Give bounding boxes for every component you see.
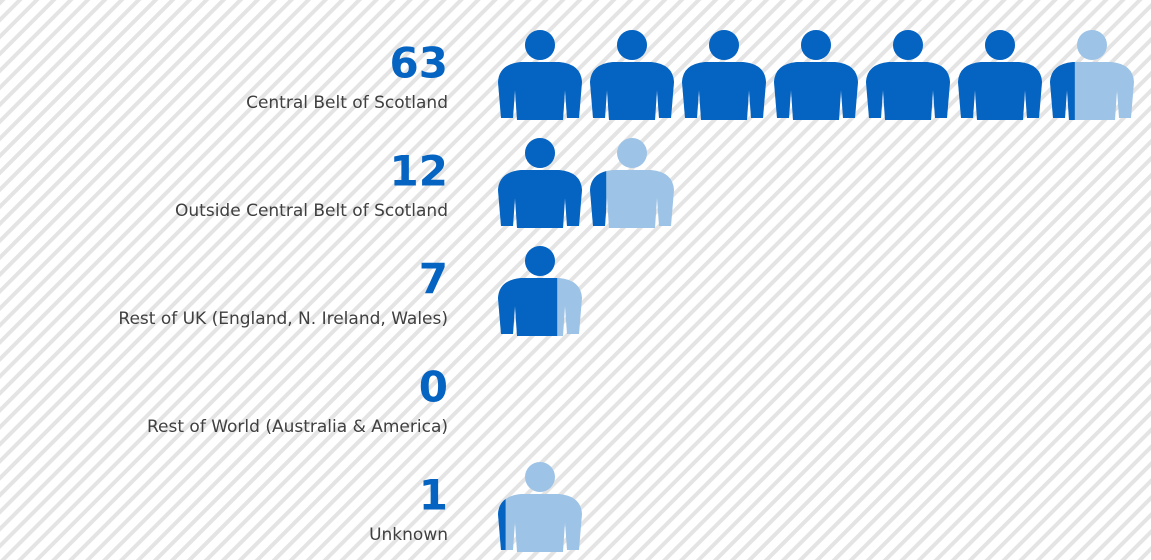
pictogram <box>498 462 582 552</box>
category-label: Rest of World (Australia & America) <box>147 417 448 437</box>
pictogram <box>498 246 582 336</box>
value-label: 7 <box>419 255 448 304</box>
pictogram <box>498 138 674 228</box>
category-label: Rest of UK (England, N. Ireland, Wales) <box>118 309 448 329</box>
value-label: 63 <box>390 39 448 88</box>
value-label: 0 <box>419 363 448 412</box>
category-label: Outside Central Belt of Scotland <box>175 201 448 221</box>
category-label: Unknown <box>369 525 448 545</box>
category-label: Central Belt of Scotland <box>246 93 448 113</box>
value-label: 12 <box>390 147 448 196</box>
pictogram <box>498 30 1134 120</box>
value-label: 1 <box>419 471 448 520</box>
